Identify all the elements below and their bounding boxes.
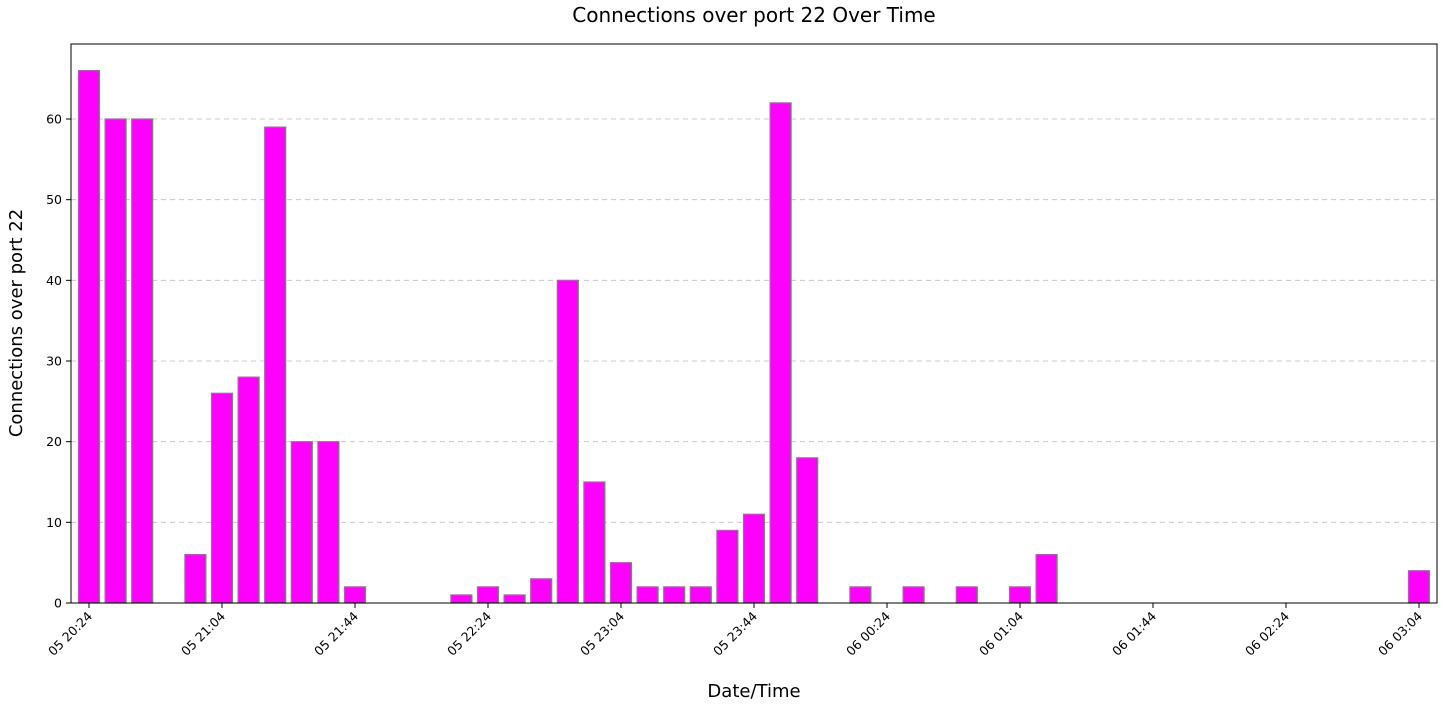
x-tick-label: 05 20:24 <box>45 608 95 658</box>
y-axis-ticks: 0 10 20 30 40 50 60 <box>46 112 71 611</box>
y-tick-label: 50 <box>46 192 62 207</box>
bar <box>716 529 739 604</box>
y-axis-label: Connections over port 22 <box>6 209 27 437</box>
bar <box>476 586 500 604</box>
x-tick-label: 05 21:04 <box>178 608 228 658</box>
bar <box>1407 570 1431 604</box>
bar <box>264 126 287 604</box>
bar <box>104 118 127 604</box>
bar <box>636 586 659 604</box>
x-tick-label: 06 02:24 <box>1242 608 1292 658</box>
bar <box>955 586 978 604</box>
bar <box>796 457 819 604</box>
x-tick-label: 06 03:04 <box>1375 608 1425 658</box>
y-tick-label: 10 <box>46 515 62 530</box>
bar <box>769 102 792 604</box>
bars <box>77 70 1431 604</box>
x-axis-label: Date/Time <box>707 681 800 702</box>
x-tick-label: 05 21:44 <box>311 608 361 658</box>
bar <box>530 578 553 604</box>
bar <box>1008 586 1032 604</box>
bar <box>689 586 712 604</box>
x-tick-label: 05 23:44 <box>710 608 760 658</box>
bar <box>1035 554 1058 604</box>
bar <box>343 586 367 604</box>
bar <box>450 594 473 604</box>
bar <box>317 441 340 604</box>
x-tick-label: 05 22:24 <box>444 608 494 658</box>
x-tick-label: 06 00:24 <box>843 608 893 658</box>
y-tick-label: 0 <box>54 596 62 611</box>
bar <box>503 594 526 604</box>
bar <box>184 554 207 604</box>
y-tick-label: 30 <box>46 354 62 369</box>
x-tick-label: 05 23:04 <box>577 608 627 658</box>
bar <box>237 376 260 604</box>
bar <box>77 70 101 604</box>
bar <box>663 586 686 604</box>
bar <box>131 118 154 604</box>
bar <box>849 586 872 604</box>
y-tick-label: 40 <box>46 273 62 288</box>
chart-title: Connections over port 22 Over Time <box>572 3 935 27</box>
y-tick-label: 20 <box>46 434 62 449</box>
bar <box>583 481 606 604</box>
y-tick-label: 60 <box>46 112 62 127</box>
bar <box>742 513 766 604</box>
bar <box>902 586 925 604</box>
bar <box>556 279 579 604</box>
x-tick-label: 06 01:44 <box>1109 608 1159 658</box>
x-tick-label: 06 01:04 <box>976 608 1026 658</box>
bar <box>290 441 313 604</box>
x-axis-ticks: 05 20:24 05 21:04 05 21:44 05 22:24 05 23:04… <box>45 603 1425 659</box>
bar <box>210 392 234 604</box>
bar <box>609 562 633 604</box>
